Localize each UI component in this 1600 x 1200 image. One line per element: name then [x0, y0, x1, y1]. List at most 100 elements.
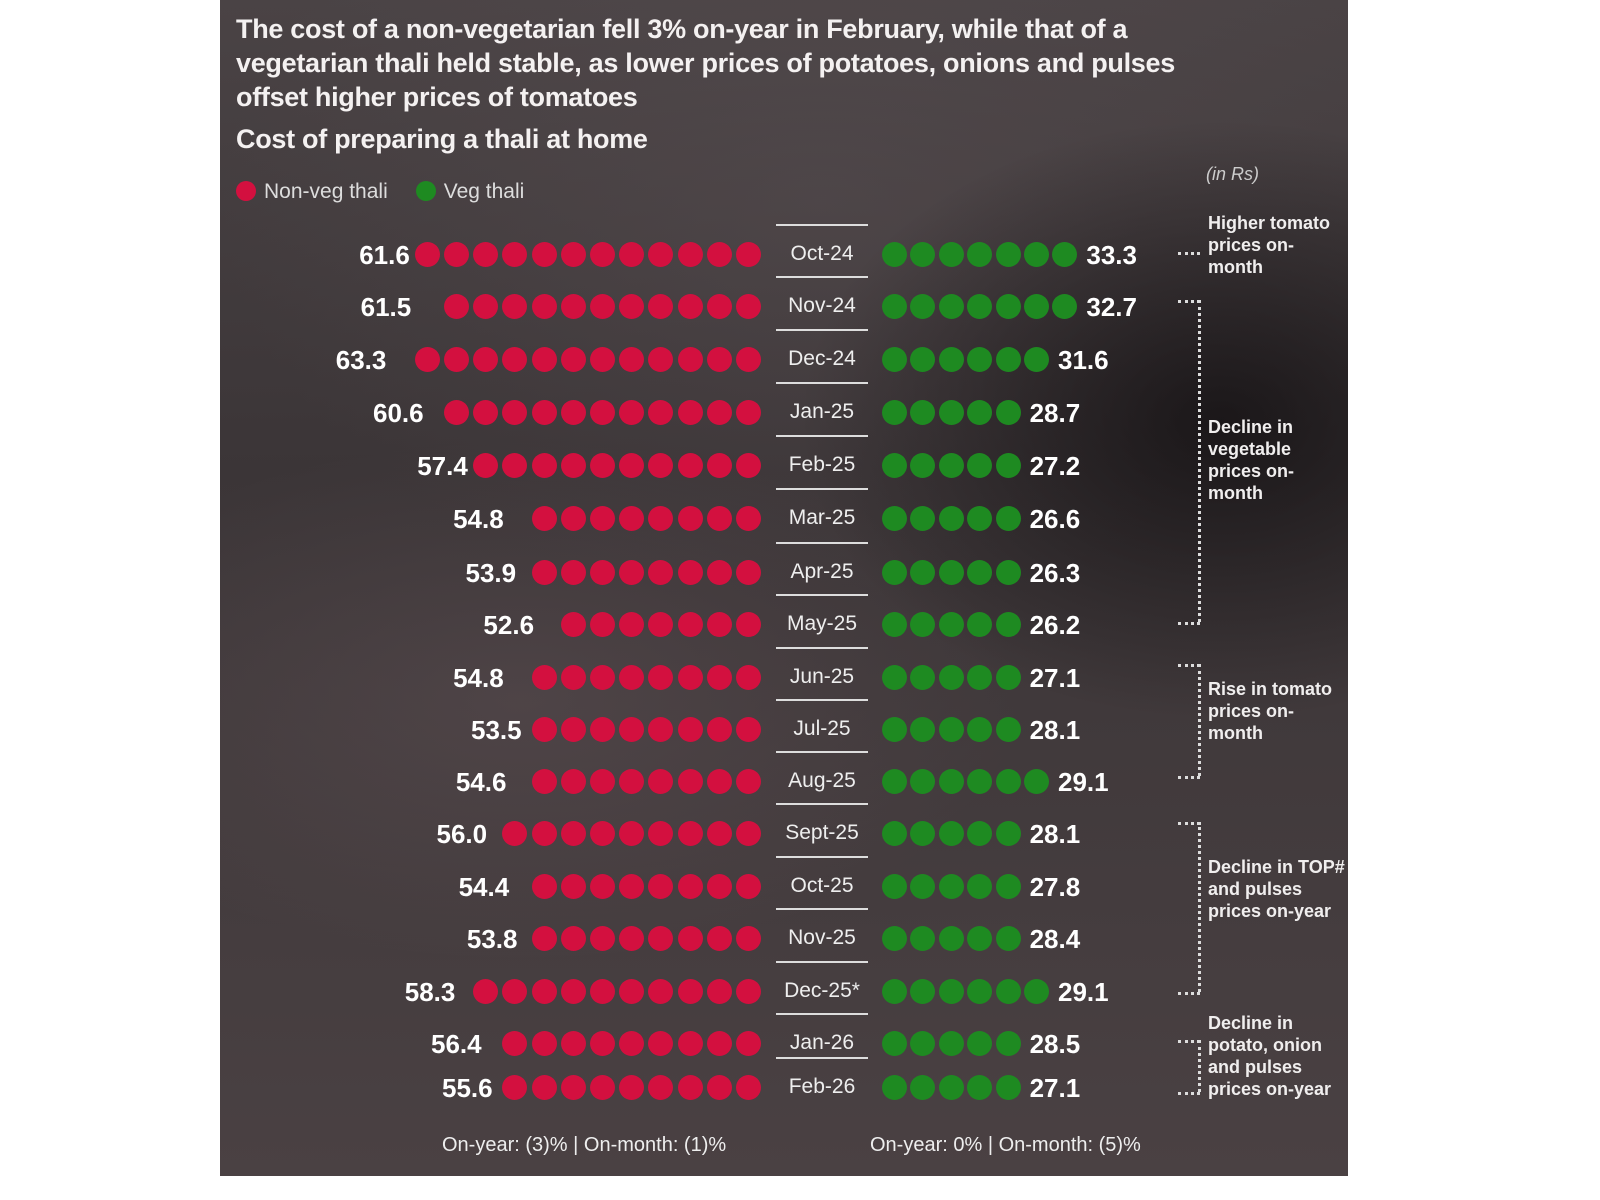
chart-row: Oct-24 61.6 33.3	[220, 224, 1348, 274]
chart-row: Dec-24 63.3 31.6	[220, 329, 1348, 379]
non-veg-dot	[736, 400, 761, 425]
veg-dot	[995, 1031, 1021, 1056]
chart-row: Nov-25 53.8 28.4	[220, 908, 1348, 958]
non-veg-dot	[531, 294, 557, 319]
non-veg-dot	[444, 347, 469, 372]
annotation-bracket-bottom	[1178, 622, 1200, 625]
row-divider	[776, 751, 868, 753]
chart-row: Nov-24 61.5 32.7	[220, 276, 1348, 326]
non-veg-dot	[677, 1075, 703, 1100]
annotation-5: Decline in potato, onion and pulses pric…	[1208, 1013, 1332, 1099]
non-veg-dot	[531, 453, 557, 478]
month-label: Jan-26	[789, 1031, 855, 1054]
veg-value: 28.1	[1029, 819, 1081, 849]
non-veg-dot	[677, 400, 703, 425]
non-veg-dot	[531, 821, 557, 846]
non-veg-dot	[531, 769, 557, 794]
veg-dot	[938, 453, 964, 478]
non-veg-dot	[590, 242, 615, 267]
veg-dot	[967, 1075, 993, 1100]
veg-dot	[1024, 347, 1049, 372]
chart-row: Jun-25 54.8 27.1	[220, 647, 1348, 697]
non-veg-dot	[560, 506, 586, 531]
non-veg-dot	[502, 347, 528, 372]
legend-swatch-veg	[415, 181, 436, 201]
month-label: Jun-25	[789, 665, 855, 688]
veg-value: 29.1	[1058, 767, 1109, 797]
non-veg-dot	[590, 665, 615, 690]
non-veg-dot	[648, 926, 674, 951]
veg-value: 26.2	[1029, 610, 1081, 640]
non-veg-dot	[706, 665, 732, 690]
veg-dot	[967, 294, 993, 319]
legend-item-veg: Veg thali	[415, 180, 524, 204]
annotation-bracket-top	[1178, 300, 1200, 303]
non-veg-dot	[590, 612, 615, 637]
veg-dot	[910, 979, 936, 1004]
non-veg-dot	[619, 1031, 645, 1056]
month-label: Oct-25	[790, 874, 854, 897]
non-veg-dot	[706, 294, 732, 319]
non-veg-dot	[531, 242, 557, 267]
non-veg-dot	[648, 665, 674, 690]
non-veg-dot	[648, 560, 674, 585]
veg-value: 27.1	[1029, 663, 1081, 693]
veg-value: 26.6	[1029, 504, 1081, 534]
veg-dot	[882, 242, 907, 267]
non-veg-value: 56.4	[430, 1029, 482, 1059]
non-veg-dot	[648, 506, 674, 531]
non-veg-dot	[706, 769, 732, 794]
veg-dot	[995, 1075, 1021, 1100]
veg-value: 27.8	[1029, 872, 1081, 902]
non-veg-value: 56.0	[436, 819, 488, 849]
veg-value: 28.4	[1029, 924, 1081, 954]
veg-dot	[938, 347, 964, 372]
month-label: Jan-25	[789, 400, 855, 423]
non-veg-dot	[736, 1075, 761, 1100]
month-label: Nov-25	[788, 926, 856, 949]
non-veg-dot	[473, 979, 499, 1004]
veg-dot	[995, 347, 1021, 372]
non-veg-dot	[736, 821, 761, 846]
non-veg-dot	[560, 560, 586, 585]
veg-dot	[967, 665, 993, 690]
veg-dot	[910, 926, 936, 951]
veg-dot	[995, 400, 1021, 425]
chart-row: May-25 52.6 26.2	[220, 594, 1348, 644]
row-divider	[776, 382, 868, 384]
non-veg-dot	[473, 453, 499, 478]
veg-dot	[882, 347, 907, 372]
chart-panel: The cost of a non-vegetarian fell 3% on-…	[220, 0, 1348, 1176]
veg-dot	[967, 612, 993, 637]
legend-item-non-veg: Non-veg thali	[236, 180, 388, 204]
non-veg-dot	[531, 1075, 557, 1100]
non-veg-dot	[560, 453, 586, 478]
veg-dot	[882, 400, 907, 425]
legend: Non-veg thali Veg thali	[236, 180, 524, 204]
veg-dot	[995, 926, 1021, 951]
annotation-bracket	[1198, 822, 1201, 992]
month-label: Jul-25	[793, 717, 851, 740]
footer-veg-change: On-year: 0% | On-month: (5)%	[870, 1134, 1141, 1156]
non-veg-value: 60.6	[373, 398, 424, 428]
month-label: Nov-24	[788, 294, 856, 317]
non-veg-dot	[590, 821, 615, 846]
non-veg-dot	[736, 242, 761, 267]
non-veg-dot	[677, 506, 703, 531]
veg-value: 32.7	[1086, 292, 1137, 322]
veg-dot	[967, 347, 993, 372]
veg-dot	[938, 560, 964, 585]
non-veg-value: 61.5	[360, 292, 412, 322]
veg-dot	[910, 242, 936, 267]
veg-dot	[967, 717, 993, 742]
non-veg-dot	[590, 717, 615, 742]
non-veg-dot	[473, 400, 499, 425]
non-veg-dot	[619, 717, 645, 742]
non-veg-value: 54.8	[453, 663, 504, 693]
non-veg-dot	[736, 560, 761, 585]
non-veg-value: 54.8	[453, 504, 504, 534]
non-veg-dot	[590, 294, 615, 319]
veg-value: 28.1	[1029, 715, 1081, 745]
non-veg-dot	[531, 1031, 557, 1056]
non-veg-dot	[531, 665, 557, 690]
